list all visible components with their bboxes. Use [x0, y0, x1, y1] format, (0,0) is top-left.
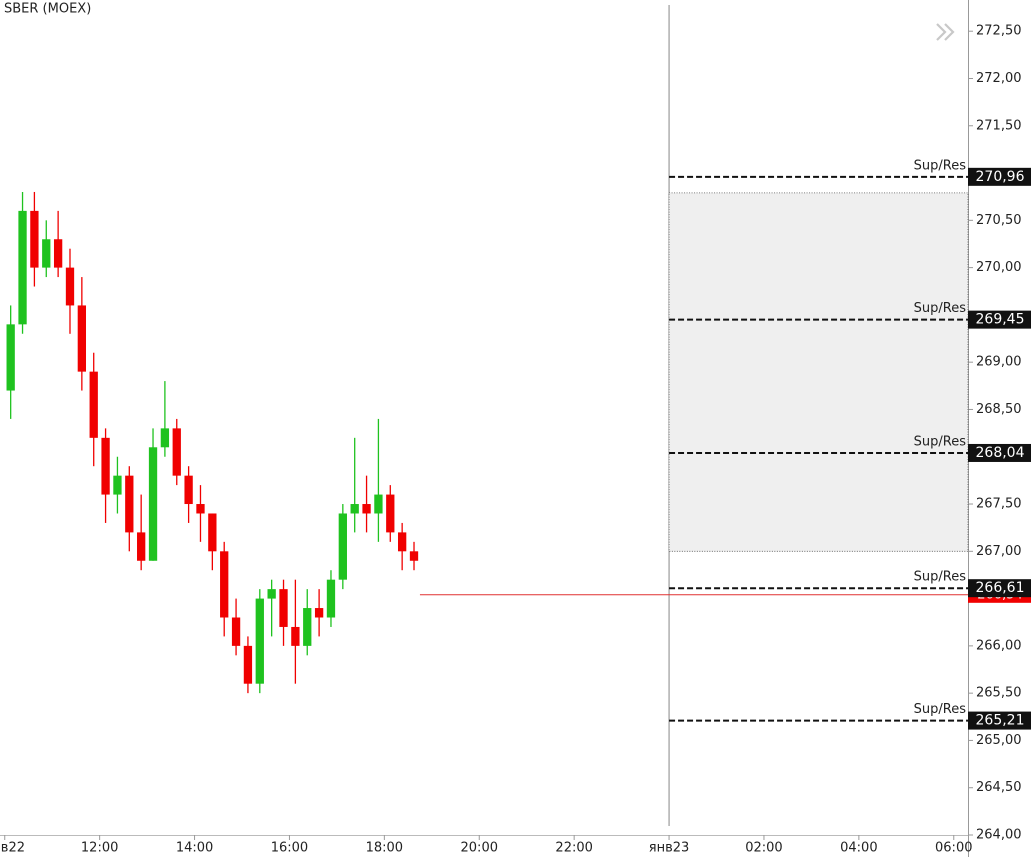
candle-body: [65, 267, 75, 306]
x-tick-label: 18:00: [366, 841, 403, 856]
candle-body: [113, 475, 122, 495]
y-tick-label: 268,50: [976, 402, 1022, 417]
candle-body: [89, 371, 98, 438]
y-tick-label: 264,50: [976, 780, 1022, 795]
y-tick-label: 266,00: [976, 638, 1022, 653]
candle-body: [42, 239, 51, 268]
y-tick-label: 272,00: [976, 71, 1022, 86]
candle-body: [350, 504, 359, 514]
candle-body: [409, 551, 419, 561]
candle-body: [303, 608, 312, 646]
level-text: Sup/Res: [914, 702, 967, 717]
y-tick-label: 265,00: [976, 733, 1022, 748]
candle-body: [184, 475, 193, 505]
candle-body: [386, 494, 395, 533]
level-label: 265,21: [976, 713, 1025, 729]
x-tick-label: янв23: [649, 841, 690, 856]
level-text: Sup/Res: [914, 434, 967, 449]
candle-body: [30, 210, 39, 268]
chevron: [944, 23, 955, 41]
chevron: [936, 23, 947, 41]
candle-body: [53, 239, 63, 268]
zone: [668, 192, 969, 552]
candle-body: [6, 324, 15, 391]
candle-body: [208, 513, 217, 552]
y-tick-label: 271,50: [976, 118, 1022, 133]
candle-body: [374, 494, 383, 514]
y-tick-label: 267,00: [976, 544, 1022, 559]
level-label-box: [968, 579, 1031, 598]
level-label: 268,04: [976, 445, 1025, 461]
candle-body: [291, 626, 300, 646]
y-tick-label: 269,00: [976, 355, 1022, 370]
level-text: Sup/Res: [914, 301, 967, 316]
candle-body: [243, 645, 253, 684]
y-tick-label: 267,50: [976, 497, 1022, 512]
candle-body: [338, 513, 347, 580]
level-label-box: [968, 443, 1031, 462]
y-tick-label: 272,50: [976, 24, 1022, 39]
candle-body: [77, 305, 87, 372]
x-tick-label: 02:00: [745, 841, 782, 856]
candle-body: [279, 589, 288, 627]
candle-body: [220, 551, 229, 618]
x-tick-label: 12:00: [81, 841, 118, 856]
level-label: 266,61: [976, 580, 1025, 596]
candle-body: [137, 532, 146, 561]
expand-icon[interactable]: [936, 23, 955, 41]
level-label-box: [968, 711, 1031, 730]
x-tick-label: 20:00: [461, 841, 498, 856]
candle-body: [362, 504, 371, 514]
chart-title: SBER (MOEX): [4, 2, 91, 17]
candle-body: [101, 437, 110, 495]
x-tick-label: 04:00: [840, 841, 877, 856]
candle-body: [160, 428, 170, 448]
candle-body: [326, 579, 336, 618]
candle-body: [125, 475, 134, 533]
y-tick-label: 270,00: [976, 260, 1022, 275]
level-text: Sup/Res: [914, 570, 967, 585]
x-tick-label: 16:00: [271, 841, 308, 856]
candle-body: [172, 428, 181, 476]
y-tick-label: 264,00: [976, 828, 1022, 843]
x-tick-label: 14:00: [176, 841, 213, 856]
candle-body: [255, 598, 264, 684]
level-label-box: [968, 167, 1031, 186]
level-label: 270,96: [976, 169, 1025, 185]
x-tick-label: 06:00: [935, 841, 972, 856]
y-tick-label: 265,50: [976, 686, 1022, 701]
x-tick-label: 22:00: [555, 841, 592, 856]
candle-body: [397, 532, 407, 552]
x-tick-label: янв22: [0, 841, 25, 856]
candle-body: [267, 589, 276, 599]
y-tick-label: 270,50: [976, 213, 1022, 228]
candle-body: [148, 447, 158, 561]
candle-body: [196, 504, 205, 514]
level-label: 269,45: [976, 312, 1025, 328]
level-label-box: [968, 310, 1031, 329]
level-text: Sup/Res: [914, 158, 967, 173]
candle-body: [231, 617, 241, 646]
candle-body: [18, 210, 27, 325]
candle-body: [314, 608, 324, 618]
